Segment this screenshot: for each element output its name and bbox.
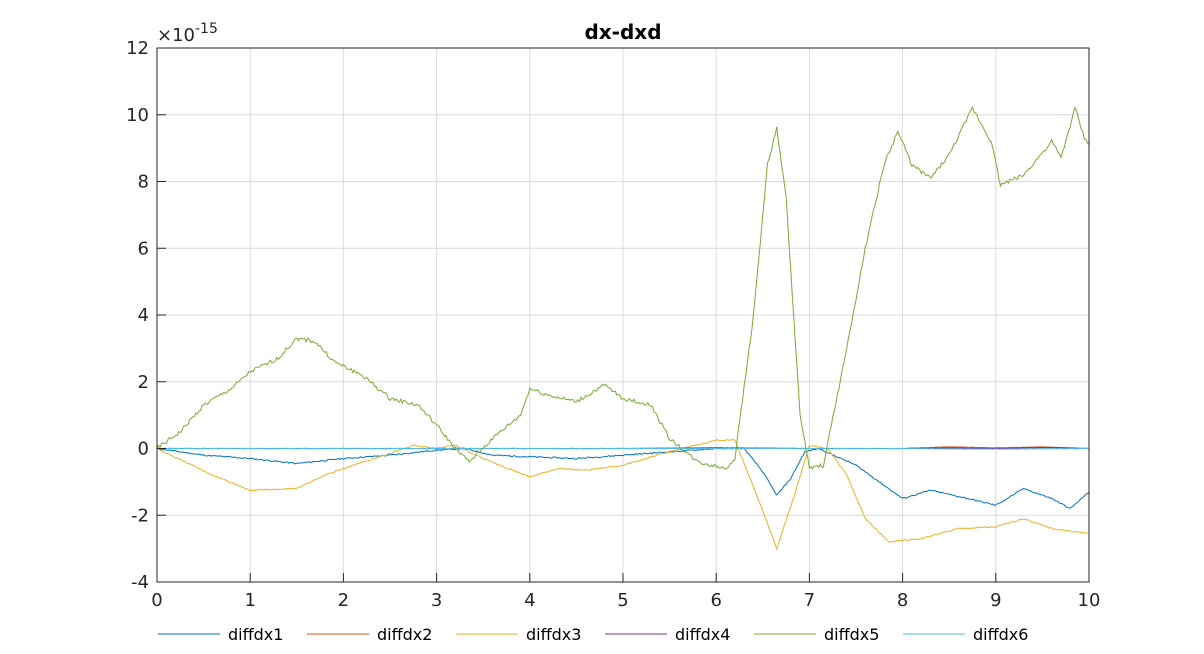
y-exponent-base: ×10 (157, 25, 195, 46)
y-tick-label: 2 (138, 372, 149, 393)
y-tick-label: 0 (138, 439, 149, 460)
y-tick-label: 10 (126, 105, 149, 126)
x-tick-label: 8 (897, 590, 908, 611)
x-tick-label: 6 (710, 590, 721, 611)
y-tick-label: 12 (126, 38, 149, 59)
x-tick-label: 4 (524, 590, 535, 611)
series-layer (156, 105, 1090, 551)
series-line-diffdx5 (156, 105, 1090, 470)
x-tick-label: 0 (151, 590, 162, 611)
y-tick-label: 6 (138, 238, 149, 259)
legend-label-diffdx4: diffdx4 (675, 625, 730, 644)
x-tick-label: 2 (338, 590, 349, 611)
x-tick-label: 3 (431, 590, 442, 611)
series-line-diffdx3 (156, 438, 1090, 551)
legend-label-diffdx5: diffdx5 (824, 625, 879, 644)
x-tick-label: 9 (990, 590, 1001, 611)
y-exponent-power: -15 (195, 21, 218, 37)
y-tick-label: -2 (131, 505, 149, 526)
x-tick-label: 5 (617, 590, 628, 611)
y-tick-label: 8 (138, 172, 149, 193)
chart-title: dx-dxd (584, 20, 661, 44)
x-tick-label: 1 (244, 590, 255, 611)
legend: diffdx1 diffdx2 diffdx3 diffdx4 diffdx5 diffd… (158, 625, 1028, 644)
legend-label-diffdx1: diffdx1 (228, 625, 283, 644)
x-tick-label: 10 (1078, 590, 1101, 611)
legend-label-diffdx6: diffdx6 (973, 625, 1028, 644)
series-line-diffdx6 (156, 447, 1090, 450)
y-tick-label: -4 (131, 572, 149, 593)
legend-label-diffdx2: diffdx2 (377, 625, 432, 644)
x-tick-label: 7 (804, 590, 815, 611)
series-line-diffdx1 (156, 447, 1090, 509)
y-exponent-label: ×10-15 (157, 21, 218, 46)
y-tick-label: 4 (138, 305, 149, 326)
legend-label-diffdx3: diffdx3 (526, 625, 581, 644)
